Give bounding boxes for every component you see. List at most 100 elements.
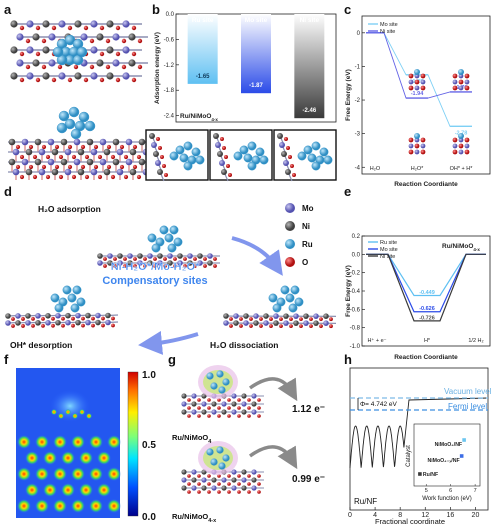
lattice-atom xyxy=(35,320,41,326)
structure-atom xyxy=(452,79,458,85)
lattice-atom xyxy=(217,151,223,157)
panel-c-chart: Free Energy (eV) Reaction Coordiante 0 -1… xyxy=(345,15,491,188)
inset-point-label: NiMoO₄/NF xyxy=(435,442,463,448)
oxygen-atom xyxy=(197,482,201,486)
oxygen-atom xyxy=(249,324,253,328)
lattice-atom xyxy=(285,169,291,175)
ru-atom xyxy=(183,141,193,151)
lattice-atom xyxy=(15,313,21,319)
oxygen-atom xyxy=(183,264,187,268)
oxygen-atom xyxy=(237,490,241,494)
oxygen-atom xyxy=(131,25,137,31)
elf-spot xyxy=(53,467,67,481)
elf-spot xyxy=(17,467,31,481)
inset-x-tick-label: 6 xyxy=(449,488,452,494)
oxygen-atom xyxy=(119,164,125,170)
inset-y-title: Catalyst xyxy=(406,445,412,467)
panel-label-e: e xyxy=(344,184,352,199)
lattice-atom xyxy=(105,312,111,319)
lattice-atom xyxy=(55,312,61,319)
ru-atom xyxy=(175,145,185,155)
lattice-atom xyxy=(191,477,197,483)
lattice-atom xyxy=(137,253,143,259)
elf-spot xyxy=(58,413,64,419)
y-tick-label: -1.8 xyxy=(164,88,175,94)
ru-atom xyxy=(307,153,317,163)
oxygen-atom xyxy=(257,406,261,410)
inset-x-title: Work function (eV) xyxy=(422,496,472,502)
lattice-atom xyxy=(5,320,11,326)
material-label: Ru/NiMoO4-x xyxy=(442,243,480,252)
oxygen-atom xyxy=(269,317,273,321)
lattice-atom xyxy=(231,393,237,399)
vacuum-level-label: Vacuum level xyxy=(444,387,492,396)
x-tick-label: 1/2 H₂ xyxy=(468,338,483,344)
lattice-atom xyxy=(293,320,299,326)
panel-g-charge: 1.12 e⁻ 0.99 e⁻ Ru/NiMoO4 Ru/NiMoO4-x xyxy=(172,365,325,524)
ru-atom xyxy=(319,147,329,157)
structure-atom xyxy=(464,85,470,91)
oxygen-atom xyxy=(31,324,35,328)
oxygen-atom xyxy=(153,257,157,261)
oxygen-atom xyxy=(207,474,211,478)
oxygen-atom xyxy=(99,77,105,83)
oxygen-atom xyxy=(227,414,231,418)
lattice-atom xyxy=(12,168,20,176)
oxygen-atom xyxy=(143,264,147,268)
lattice-atom xyxy=(65,319,71,326)
oxygen-atom xyxy=(257,482,261,486)
elf-spot xyxy=(89,435,103,449)
oxygen-atom xyxy=(289,317,293,322)
ru-atom xyxy=(179,153,189,163)
structure-atom xyxy=(452,85,458,91)
ru-atom xyxy=(272,303,282,313)
oxygen-atom xyxy=(11,317,15,321)
lattice-atom xyxy=(38,168,46,176)
lattice-atom xyxy=(283,160,289,166)
oxygen-atom xyxy=(203,264,207,268)
value-label: -0.726 xyxy=(419,315,435,321)
lattice-atom xyxy=(251,469,257,475)
elf-spot xyxy=(53,499,67,513)
x-tick-label: H* xyxy=(424,338,431,344)
top-material-label: Ru/NiMoO4 xyxy=(172,433,212,445)
oxygen-atom xyxy=(239,317,243,321)
lattice-atom xyxy=(181,485,187,491)
oxygen-atom xyxy=(123,154,129,160)
lattice-atom xyxy=(283,320,289,326)
lattice-atom xyxy=(251,409,257,415)
structure-atom xyxy=(420,79,426,85)
oxygen-atom xyxy=(106,164,112,170)
oxygen-atom xyxy=(187,482,191,486)
ru-atom xyxy=(280,285,290,295)
lattice-atom xyxy=(117,253,123,259)
y-tick-label: -0.2 xyxy=(350,271,361,277)
bar-ni-site xyxy=(294,14,325,119)
structure-atom xyxy=(420,149,426,155)
oxygen-atom xyxy=(193,264,197,268)
structure-atom xyxy=(414,73,420,79)
oxygen-atom xyxy=(237,482,241,486)
lattice-atom xyxy=(215,142,221,148)
oxygen-atom xyxy=(67,164,73,170)
lattice-atom xyxy=(223,313,229,319)
ru-atom xyxy=(294,297,304,307)
legend-label: Mo site xyxy=(380,247,398,253)
lattice-atom xyxy=(32,33,40,41)
lattice-atom xyxy=(125,158,133,166)
lattice-atom xyxy=(157,260,163,266)
oxygen-atom xyxy=(197,490,201,494)
oxygen-atom xyxy=(207,490,211,494)
oxygen-atom xyxy=(292,173,296,177)
lattice-atom xyxy=(48,33,56,41)
bar-value-label: -1.87 xyxy=(249,83,263,89)
lattice-atom xyxy=(151,142,157,148)
structure-atom xyxy=(452,73,458,79)
ru-atom xyxy=(183,161,193,171)
oxygen-atom xyxy=(187,406,191,410)
lattice-atom xyxy=(157,253,163,259)
oxygen-atom xyxy=(19,25,25,31)
bar-category-label: Mo site xyxy=(245,17,268,24)
lattice-atom xyxy=(96,59,104,67)
oxygen-atom xyxy=(136,154,142,160)
